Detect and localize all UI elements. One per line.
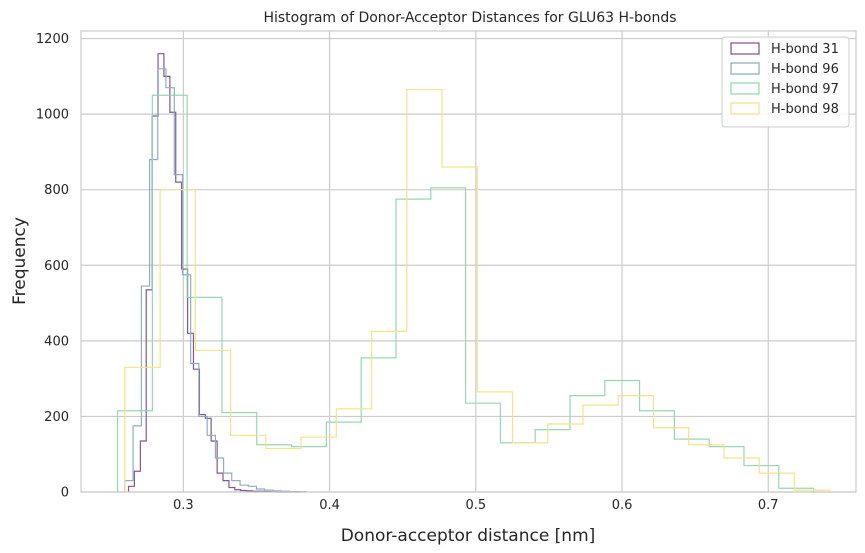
y-tick-label: 1200 (36, 32, 69, 47)
y-tick-label: 0 (61, 486, 69, 501)
x-tick-label: 0.5 (465, 498, 486, 513)
legend-label-h-bond-97: H-bond 97 (771, 82, 839, 97)
y-tick-label: 400 (44, 334, 69, 349)
series-layer (116, 53, 831, 493)
tick-labels: 0.3 0.4 0.5 0.6 0.7 0 200 400 600 800 1000 1200 (36, 32, 779, 513)
x-tick-label: 0.7 (758, 498, 779, 513)
y-axis-label: Frequency (10, 217, 30, 305)
legend-box (721, 36, 850, 128)
series-h-bond-31-step-line (127, 53, 300, 493)
y-tick-label: 1000 (36, 108, 69, 123)
y-tick-label: 800 (44, 183, 69, 198)
legend-label-h-bond-98: H-bond 98 (771, 102, 839, 117)
x-tick-label: 0.4 (319, 498, 340, 513)
x-tick-label: 0.6 (612, 498, 633, 513)
legend-swatch-h-bond-96 (730, 62, 760, 75)
plot-frame (80, 30, 857, 493)
y-tick-label: 600 (44, 259, 69, 274)
series-h-bond-97-step-line (116, 94, 815, 492)
series-h-bond-98-step-line (124, 88, 831, 492)
legend-label-h-bond-96: H-bond 96 (771, 62, 839, 77)
chart-title: Histogram of Donor-Acceptor Distances fo… (263, 10, 676, 26)
legend: H-bond 31 H-bond 96 H-bond 97 H-bond 98 (721, 36, 850, 128)
legend-swatch-h-bond-97 (730, 82, 760, 95)
y-tick-label: 200 (44, 410, 69, 425)
x-tick-label: 0.3 (173, 498, 194, 513)
x-axis-label: Donor-acceptor distance [nm] (341, 526, 596, 546)
legend-swatch-h-bond-98 (730, 102, 760, 115)
legend-swatch-h-bond-31 (730, 42, 760, 55)
legend-label-h-bond-31: H-bond 31 (771, 42, 839, 57)
